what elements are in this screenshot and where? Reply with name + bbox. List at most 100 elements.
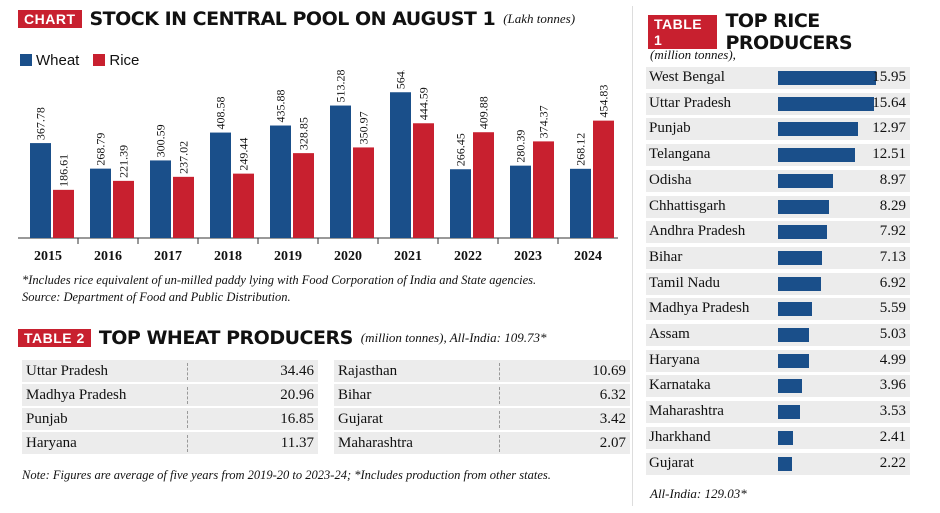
state-name: Andhra Pradesh	[649, 223, 746, 240]
x-tick-label: 2016	[94, 249, 122, 264]
state-name: Rajasthan	[338, 362, 398, 379]
table1-unit: (million tonnes),	[650, 47, 736, 62]
table-row: Odisha 8.97	[646, 169, 910, 192]
bar-wheat	[210, 132, 231, 238]
state-name: Tamil Nadu	[649, 274, 721, 291]
state-name: Jharkhand	[649, 428, 711, 445]
state-name: Chhattisgarh	[649, 197, 726, 214]
state-value: 11.37	[187, 434, 314, 452]
state-value: 7.13	[879, 248, 906, 265]
value-bar	[778, 225, 827, 240]
table-row: Maharashtra 2.07	[334, 432, 630, 454]
table-row: Rajasthan 10.69	[334, 360, 630, 382]
data-label-wheat: 513.28	[334, 70, 348, 103]
table-row: Karnataka 3.96	[646, 375, 910, 398]
state-value: 20.96	[187, 386, 314, 404]
state-value: 15.95	[872, 69, 906, 85]
state-value: 7.92	[879, 223, 906, 240]
table2-tag: TABLE 2	[18, 329, 91, 347]
table-row: Uttar Pradesh 34.46	[22, 360, 318, 382]
legend-swatch-rice	[93, 54, 106, 66]
table2-right: Rajasthan 10.69 Bihar 6.32 Gujarat 3.42 Mah…	[334, 360, 630, 456]
value-bar	[778, 456, 792, 471]
data-label-rice: 186.61	[57, 154, 71, 187]
state-value: 3.96	[879, 377, 906, 394]
table-row: West Bengal 15.95	[646, 67, 910, 89]
chart-source: Source: Department of Food and Public Di…	[22, 290, 291, 304]
state-value: 4.99	[879, 351, 906, 368]
column-divider	[632, 6, 633, 506]
value-bar	[778, 71, 876, 85]
state-name: Gujarat	[338, 410, 383, 427]
bar-wheat	[90, 168, 111, 238]
table-row: Punjab 16.85	[22, 408, 318, 430]
table-row: Bihar 6.32	[334, 384, 630, 406]
data-label-wheat: 564.80	[394, 70, 408, 89]
table2-title: TOP WHEAT PRODUCERS	[98, 327, 353, 349]
x-tick-label: 2019	[274, 249, 302, 264]
x-tick-label: 2021	[394, 249, 422, 264]
state-value: 6.92	[879, 274, 906, 291]
value-bar	[778, 353, 809, 368]
bar-rice	[353, 147, 374, 238]
x-tick-label: 2015	[34, 249, 62, 264]
value-bar	[778, 328, 809, 342]
state-value: 2.07	[499, 434, 626, 452]
table-row: Gujarat 2.22	[646, 452, 910, 475]
state-value: 15.64	[872, 94, 906, 111]
x-tick-label: 2022	[454, 249, 482, 264]
table-row: Haryana 4.99	[646, 349, 910, 372]
state-name: Telangana	[649, 146, 711, 163]
table-row: Punjab 12.97	[646, 118, 910, 141]
data-label-wheat: 300.59	[154, 124, 168, 157]
table-row: Uttar Pradesh 15.64	[646, 92, 910, 115]
legend-label-rice: Rice	[109, 52, 140, 69]
table-row: Haryana 11.37	[22, 432, 318, 454]
table2-unit: (million tonnes), All-India: 109.73*	[360, 330, 547, 345]
table-row: Bihar 7.13	[646, 246, 910, 269]
state-value: 2.41	[879, 428, 906, 445]
state-value: 5.03	[879, 326, 906, 342]
data-label-rice: 221.39	[117, 145, 131, 178]
value-bar	[778, 250, 822, 265]
bar-rice	[413, 123, 434, 238]
value-bar	[778, 199, 829, 214]
legend-label-wheat: Wheat	[36, 52, 80, 69]
data-label-rice: 409.88	[477, 96, 491, 129]
value-bar	[778, 430, 793, 445]
bar-wheat	[30, 143, 51, 238]
state-name: Madhya Pradesh	[26, 386, 127, 403]
state-name: Assam	[649, 326, 690, 342]
data-label-wheat: 268.12	[574, 133, 588, 166]
state-value: 2.22	[879, 454, 906, 471]
table2-header: TABLE 2 TOP WHEAT PRODUCERS (million ton…	[18, 327, 546, 349]
state-value: 10.69	[499, 362, 626, 380]
state-value: 34.46	[187, 362, 314, 380]
table1-all-india: All-India: 129.03*	[650, 486, 747, 501]
bar-wheat	[450, 169, 471, 238]
value-bar	[778, 96, 875, 111]
state-name: Uttar Pradesh	[26, 362, 109, 379]
table-row: Chhattisgarh 8.29	[646, 195, 910, 218]
table-row: Tamil Nadu 6.92	[646, 272, 910, 295]
data-label-wheat: 268.79	[94, 133, 108, 166]
data-label-rice: 444.59	[417, 87, 431, 120]
table1-header: TABLE 1 TOP RICE PRODUCERS	[648, 10, 940, 54]
bar-rice	[173, 176, 194, 238]
table-row: Madhya Pradesh 20.96	[22, 384, 318, 406]
state-value: 8.97	[879, 171, 906, 188]
state-name: Haryana	[649, 351, 700, 368]
data-label-rice: 237.02	[177, 141, 191, 174]
bar-rice	[113, 180, 134, 238]
chart-header: CHART STOCK IN CENTRAL POOL ON AUGUST 1 …	[18, 8, 575, 30]
table-row: Madhya Pradesh 5.59	[646, 298, 910, 321]
table-row: Gujarat 3.42	[334, 408, 630, 430]
value-bar	[778, 148, 855, 163]
state-name: Madhya Pradesh	[649, 300, 750, 317]
chart-title: STOCK IN CENTRAL POOL ON AUGUST 1	[89, 8, 496, 30]
bar-wheat	[390, 92, 411, 238]
legend-swatch-wheat	[20, 54, 32, 66]
state-name: Punjab	[649, 120, 691, 137]
table2-note: Note: Figures are average of five years …	[22, 468, 551, 482]
bar-chart: 367.78 186.61 2015 268.79 221.39 2016 300.59 23…	[18, 70, 618, 264]
